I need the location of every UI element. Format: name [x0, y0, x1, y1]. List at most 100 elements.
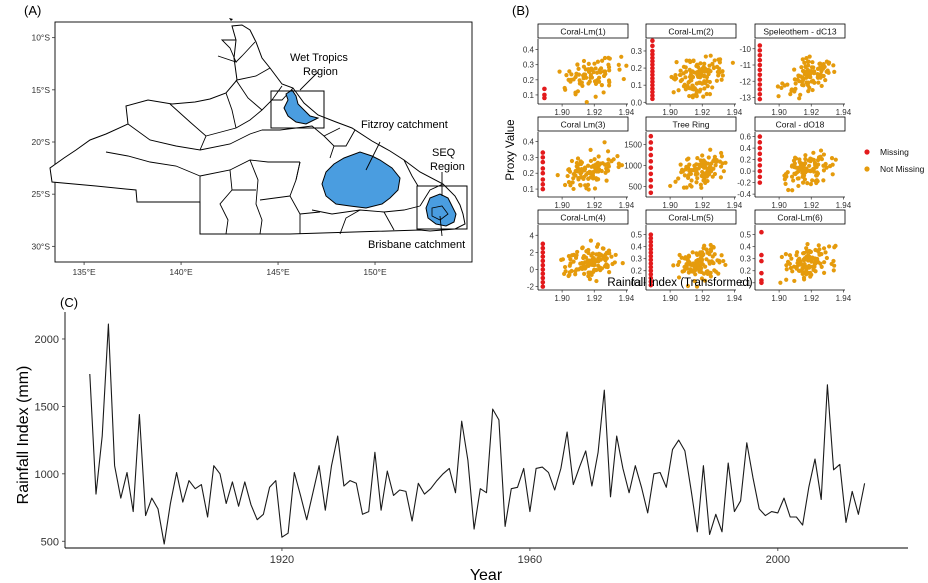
facet-x-tick-label: 1.90 — [662, 294, 678, 303]
facet-x-tick-label: 1.92 — [803, 294, 819, 303]
facet-point-not-missing — [789, 256, 794, 261]
line-x-tick-label: 1920 — [270, 554, 294, 566]
facet-point-missing — [540, 284, 546, 289]
facet-x-tick-label: 1.90 — [771, 108, 787, 117]
facet-title: Coral-Lm(6) — [777, 213, 823, 223]
facet-point-not-missing — [783, 251, 788, 257]
facet-point-not-missing — [712, 252, 717, 257]
facet-point-not-missing — [569, 77, 574, 82]
facet-point-not-missing — [613, 252, 618, 258]
facet-point-not-missing — [793, 86, 798, 91]
facet-x-tick-label: 1.94 — [619, 201, 635, 210]
facet-point-not-missing — [669, 74, 674, 80]
facet-point-not-missing — [680, 167, 685, 172]
facet-point-not-missing — [813, 269, 818, 274]
facet-point-not-missing — [712, 58, 717, 63]
facet-point-not-missing — [609, 159, 614, 164]
facet-point-not-missing — [600, 246, 605, 251]
facet-point-not-missing — [573, 272, 578, 277]
facet-point-not-missing — [707, 68, 712, 73]
facet-point-not-missing — [566, 167, 571, 172]
facet-point-not-missing — [823, 250, 828, 255]
facet-point-missing — [650, 69, 655, 74]
facet-point-not-missing — [602, 69, 608, 74]
facet-point-missing — [757, 163, 763, 168]
facet-point-not-missing — [779, 85, 784, 91]
facet-point-missing — [648, 250, 654, 255]
facet-point-not-missing — [605, 168, 611, 173]
facet-point-not-missing — [596, 177, 601, 182]
facet-point-not-missing — [798, 167, 803, 172]
facet-point-not-missing — [694, 284, 700, 289]
facet-point-not-missing — [606, 65, 612, 70]
panel-c-tag: (C) — [60, 295, 78, 310]
facet-y-axis-label: Proxy Value — [505, 119, 517, 180]
facet-point-not-missing — [596, 154, 601, 159]
facet-strip — [537, 23, 629, 39]
facet-point-missing — [648, 246, 654, 252]
facet-point-not-missing — [684, 69, 689, 74]
facet-point-not-missing — [621, 76, 626, 82]
facet-point-not-missing — [815, 158, 821, 163]
facet-point-not-missing — [602, 140, 607, 145]
facet-point-not-missing — [799, 268, 804, 273]
facet-y-tick-label: 0.0 — [631, 98, 643, 107]
facet-point-not-missing — [810, 87, 815, 93]
facet-point-not-missing — [562, 264, 568, 270]
facet-point-not-missing — [688, 59, 693, 65]
facet-title: Coral-Lm(5) — [668, 213, 714, 223]
facet-point-missing — [757, 180, 763, 185]
facet-title: Coral-Lm(1) — [560, 27, 606, 37]
facet-x-tick-label: 1.94 — [727, 201, 743, 210]
facet-point-missing — [650, 48, 655, 54]
facet-point-not-missing — [557, 69, 562, 74]
facet-point-missing — [540, 186, 546, 192]
facet-point-missing — [757, 52, 763, 58]
facet-panel: Coral Lm(3) 0.1 0.2 0.3 0.4 1.90 1.92 1.94 — [523, 116, 635, 210]
facet-point-not-missing — [830, 162, 835, 167]
facet-point-not-missing — [586, 263, 591, 269]
facet-y-tick-label: 0.1 — [523, 91, 535, 100]
facet-point-missing — [757, 72, 763, 78]
facet-point-not-missing — [590, 251, 595, 256]
map-lat-tick-label: 30°S — [31, 241, 50, 251]
facet-point-not-missing — [808, 249, 814, 254]
facet-point-not-missing — [698, 61, 703, 66]
facet-point-not-missing — [821, 246, 827, 251]
facet-x-tick-label: 1.92 — [803, 108, 819, 117]
facet-point-not-missing — [681, 185, 687, 190]
facet-point-not-missing — [807, 163, 812, 168]
facet-point-not-missing — [573, 255, 579, 260]
facet-x-tick-label: 1.94 — [836, 294, 852, 303]
facet-point-missing — [540, 267, 546, 272]
facet-point-not-missing — [803, 153, 808, 158]
facet-point-not-missing — [826, 70, 831, 75]
seq-label-line1: SEQ — [432, 147, 456, 159]
facet-point-not-missing — [698, 158, 703, 163]
facet-point-not-missing — [690, 75, 696, 80]
facet-point-missing — [648, 235, 654, 241]
facet-point-not-missing — [615, 154, 620, 159]
facet-y-tick-label: 0.2 — [740, 156, 752, 165]
facet-point-not-missing — [808, 181, 813, 187]
facet-point-missing — [650, 82, 655, 88]
facet-point-missing — [540, 275, 546, 281]
facet-point-missing — [648, 165, 654, 170]
facet-point-not-missing — [576, 176, 581, 181]
facet-point-not-missing — [831, 268, 836, 273]
map-lon-tick-label: 145°E — [266, 267, 290, 277]
facet-point-missing — [757, 174, 763, 180]
facet-x-tick-label: 1.94 — [727, 108, 743, 117]
facet-y-tick-label: 0.6 — [740, 133, 752, 142]
facet-point-not-missing — [686, 172, 691, 178]
facet-point-not-missing — [580, 83, 585, 88]
facet-point-not-missing — [680, 77, 685, 82]
facet-point-not-missing — [711, 260, 716, 266]
facet-point-not-missing — [603, 252, 608, 257]
facet-point-not-missing — [690, 69, 695, 74]
facet-point-not-missing — [590, 170, 595, 175]
facet-title: Tree Ring — [672, 120, 709, 130]
facet-point-not-missing — [602, 256, 607, 261]
map-lon-tick-label: 135°E — [72, 267, 96, 277]
facet-point-not-missing — [599, 83, 604, 88]
